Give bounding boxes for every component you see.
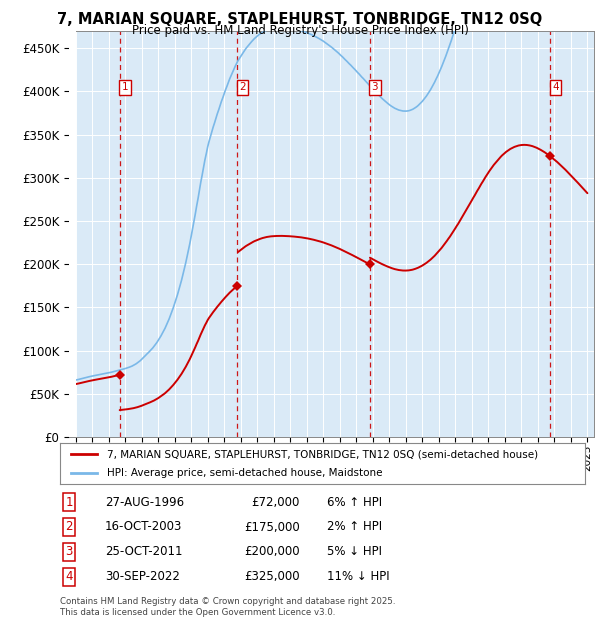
Text: £325,000: £325,000 — [244, 570, 300, 583]
Text: 3: 3 — [65, 546, 73, 558]
Text: 16-OCT-2003: 16-OCT-2003 — [105, 521, 182, 533]
Text: £175,000: £175,000 — [244, 521, 300, 533]
Text: 4: 4 — [552, 82, 559, 92]
Text: £72,000: £72,000 — [251, 496, 300, 508]
Text: 2: 2 — [239, 82, 246, 92]
Text: 6% ↑ HPI: 6% ↑ HPI — [327, 496, 382, 508]
Text: 2% ↑ HPI: 2% ↑ HPI — [327, 521, 382, 533]
Text: Price paid vs. HM Land Registry's House Price Index (HPI): Price paid vs. HM Land Registry's House … — [131, 24, 469, 37]
Text: 7, MARIAN SQUARE, STAPLEHURST, TONBRIDGE, TN12 0SQ (semi-detached house): 7, MARIAN SQUARE, STAPLEHURST, TONBRIDGE… — [107, 449, 538, 459]
Text: 30-SEP-2022: 30-SEP-2022 — [105, 570, 180, 583]
Text: 1: 1 — [65, 496, 73, 508]
Text: 2: 2 — [65, 521, 73, 533]
Bar — [67, 31, 76, 437]
Text: HPI: Average price, semi-detached house, Maidstone: HPI: Average price, semi-detached house,… — [107, 467, 383, 478]
Bar — [67, 31, 76, 437]
Text: 11% ↓ HPI: 11% ↓ HPI — [327, 570, 389, 583]
Text: 5% ↓ HPI: 5% ↓ HPI — [327, 546, 382, 558]
Text: 3: 3 — [371, 82, 378, 92]
Text: 25-OCT-2011: 25-OCT-2011 — [105, 546, 182, 558]
Text: 27-AUG-1996: 27-AUG-1996 — [105, 496, 184, 508]
Text: 4: 4 — [65, 570, 73, 583]
Text: 1: 1 — [121, 82, 128, 92]
Text: £200,000: £200,000 — [244, 546, 300, 558]
Text: Contains HM Land Registry data © Crown copyright and database right 2025.
This d: Contains HM Land Registry data © Crown c… — [60, 598, 395, 617]
Text: 7, MARIAN SQUARE, STAPLEHURST, TONBRIDGE, TN12 0SQ: 7, MARIAN SQUARE, STAPLEHURST, TONBRIDGE… — [58, 12, 542, 27]
